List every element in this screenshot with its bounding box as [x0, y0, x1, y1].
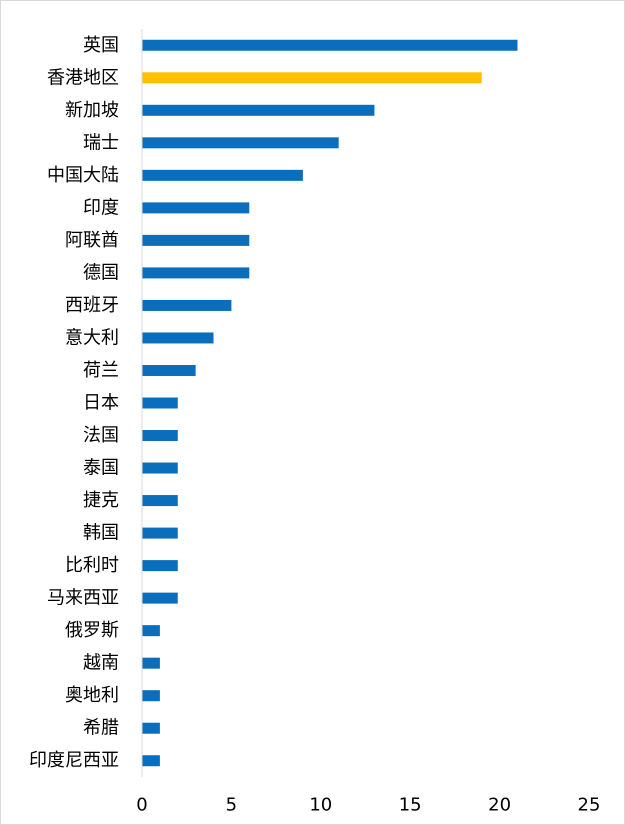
bar — [142, 332, 214, 344]
category-label: 英国 — [83, 35, 119, 56]
category-labels: 英国香港地区新加坡瑞士中国大陆印度阿联酋德国西班牙意大利荷兰日本法国泰国捷克韩国… — [29, 35, 119, 771]
category-label: 法国 — [83, 425, 119, 446]
tick-label: 15 — [399, 795, 422, 816]
category-label: 阿联酋 — [65, 230, 119, 251]
bar — [142, 364, 196, 376]
category-label: 越南 — [83, 653, 119, 674]
category-label: 比利时 — [65, 555, 119, 576]
category-label: 香港地区 — [47, 67, 119, 88]
category-label: 马来西亚 — [47, 588, 119, 609]
category-label: 印度 — [83, 197, 119, 218]
bar — [142, 169, 303, 181]
category-label: 日本 — [83, 393, 119, 414]
bar — [142, 592, 178, 604]
bar — [142, 267, 250, 279]
category-label: 印度尼西亚 — [29, 750, 119, 771]
category-label: 意大利 — [65, 327, 119, 348]
bars-group — [142, 39, 518, 767]
category-label: 德国 — [83, 262, 119, 283]
category-label: 中国大陆 — [47, 165, 119, 186]
bar — [142, 104, 375, 116]
bar — [142, 560, 178, 572]
bar — [142, 397, 178, 409]
tick-label: 20 — [488, 795, 511, 816]
bar — [142, 234, 250, 246]
bar — [142, 202, 250, 214]
value-axis-tick-labels: 0 5 10 15 20 25 — [136, 795, 600, 816]
category-label: 希腊 — [83, 718, 119, 739]
category-label: 新加坡 — [65, 100, 119, 121]
category-label: 俄罗斯 — [65, 620, 119, 641]
bar — [142, 462, 178, 474]
bar — [142, 137, 339, 149]
bar — [142, 722, 160, 734]
bar — [142, 657, 160, 669]
bar — [142, 690, 160, 702]
tick-label: 10 — [309, 795, 332, 816]
bar — [142, 39, 518, 51]
tick-label: 5 — [226, 795, 237, 816]
tick-label: 25 — [578, 795, 601, 816]
category-label: 泰国 — [83, 458, 119, 479]
bar — [142, 430, 178, 442]
bar — [142, 299, 232, 311]
category-label: 荷兰 — [83, 360, 119, 381]
bar — [142, 527, 178, 539]
category-label: 西班牙 — [65, 295, 119, 316]
bar — [142, 495, 178, 507]
category-label: 捷克 — [83, 490, 119, 511]
category-label: 奥地利 — [65, 685, 119, 706]
category-label: 韩国 — [83, 523, 119, 544]
category-label: 瑞士 — [83, 132, 119, 153]
bar — [142, 72, 482, 84]
bar — [142, 625, 160, 637]
tick-label: 0 — [136, 795, 147, 816]
bar — [142, 755, 160, 767]
